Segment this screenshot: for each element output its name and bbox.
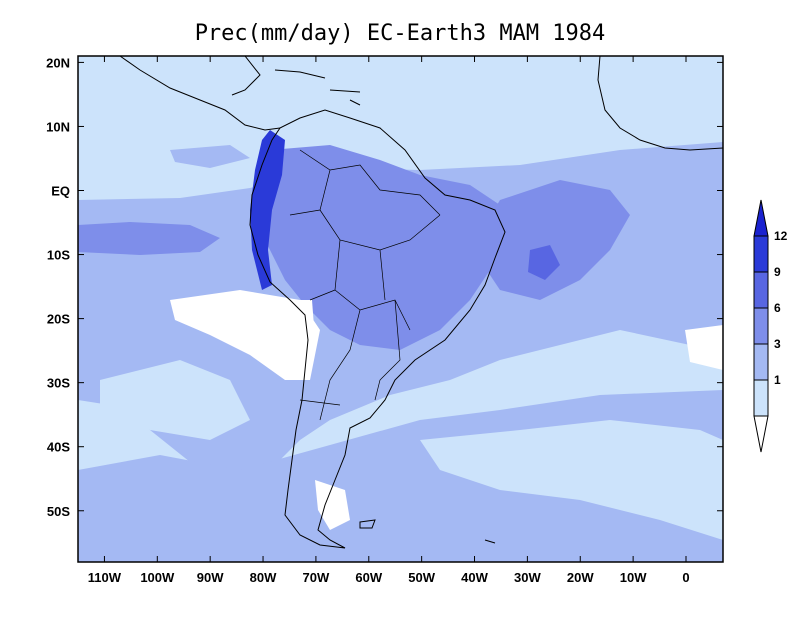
lat-tick-label: 50S [47, 504, 70, 519]
colorbar-level-label: 3 [774, 337, 781, 351]
pacific-itcz-north [170, 145, 250, 168]
colorbar-segment [753, 235, 769, 273]
colorbar-min-triangle [753, 415, 769, 453]
south-america-coast [249, 109, 506, 549]
north-light-band [78, 56, 723, 152]
lon-tick-label: 90W [197, 570, 224, 585]
colorbar-segment [753, 379, 769, 417]
colorbar-level-label: 12 [774, 229, 788, 243]
colorbar-segment [753, 343, 769, 381]
lon-tick-label: 100W [140, 570, 175, 585]
plot-frame [77, 55, 724, 563]
colorbar-level-label: 1 [774, 373, 781, 387]
patagonia-dry [315, 480, 350, 530]
lat-tick-label: 10N [46, 119, 70, 134]
colorbar-segment [753, 271, 769, 309]
colorbar-segment [753, 307, 769, 345]
atlantic-max-core [528, 245, 560, 280]
lon-tick-label: 80W [250, 570, 277, 585]
coastlines [119, 56, 723, 549]
colorbar-level-label: 9 [774, 265, 781, 279]
lat-tick-label: 10S [47, 248, 70, 263]
country-borders [289, 149, 441, 421]
west-africa-coast [597, 56, 723, 151]
longitude-axis: 110W 100W 90W 80W 70W 60W 50W 40W 30W 20W 10W 0 [88, 56, 690, 585]
colorbar-max-triangle [753, 199, 769, 237]
lat-tick-label: 40S [47, 440, 70, 455]
lon-tick-label: 50W [408, 570, 435, 585]
lon-tick-label: 40W [461, 570, 488, 585]
caribbean-islands [274, 69, 361, 106]
lon-tick-label: 70W [303, 570, 330, 585]
colorbar: 12 9 6 3 1 [753, 199, 788, 453]
amazon-heavy-precip [255, 145, 505, 350]
pacific-itcz-strong [78, 222, 220, 255]
atlantic-strong-core [480, 180, 630, 300]
andes-intense-precip [250, 130, 285, 290]
atacama-dry [293, 300, 315, 380]
lon-tick-label: 30W [514, 570, 541, 585]
latitude-axis: 20N 10N EQ 10S 20S 30S 40S 50S [46, 55, 723, 519]
central-america-coast [119, 56, 281, 131]
falkland-islands [359, 519, 376, 529]
lat-tick-label: 20S [47, 312, 70, 327]
lat-tick-label: EQ [51, 184, 70, 199]
lat-tick-label: 20N [46, 55, 70, 70]
lat-tick-label: 30S [47, 376, 70, 391]
lon-tick-label: 110W [88, 570, 122, 585]
caribbean-coast [231, 56, 261, 96]
atlantic-dry-patch [685, 325, 723, 370]
lon-tick-label: 20W [567, 570, 594, 585]
lon-tick-label: 10W [620, 570, 647, 585]
subtropical-dry-zone-pacific [170, 290, 320, 380]
map-title: Prec(mm/day) EC-Earth3 MAM 1984 [195, 21, 606, 46]
lon-tick-label: 0 [682, 570, 689, 585]
south-georgia [484, 539, 496, 544]
south-atlantic-light-patch [420, 420, 723, 540]
south-pacific-light-patch [100, 360, 250, 440]
lon-tick-label: 60W [355, 570, 382, 585]
colorbar-level-label: 6 [774, 301, 781, 315]
